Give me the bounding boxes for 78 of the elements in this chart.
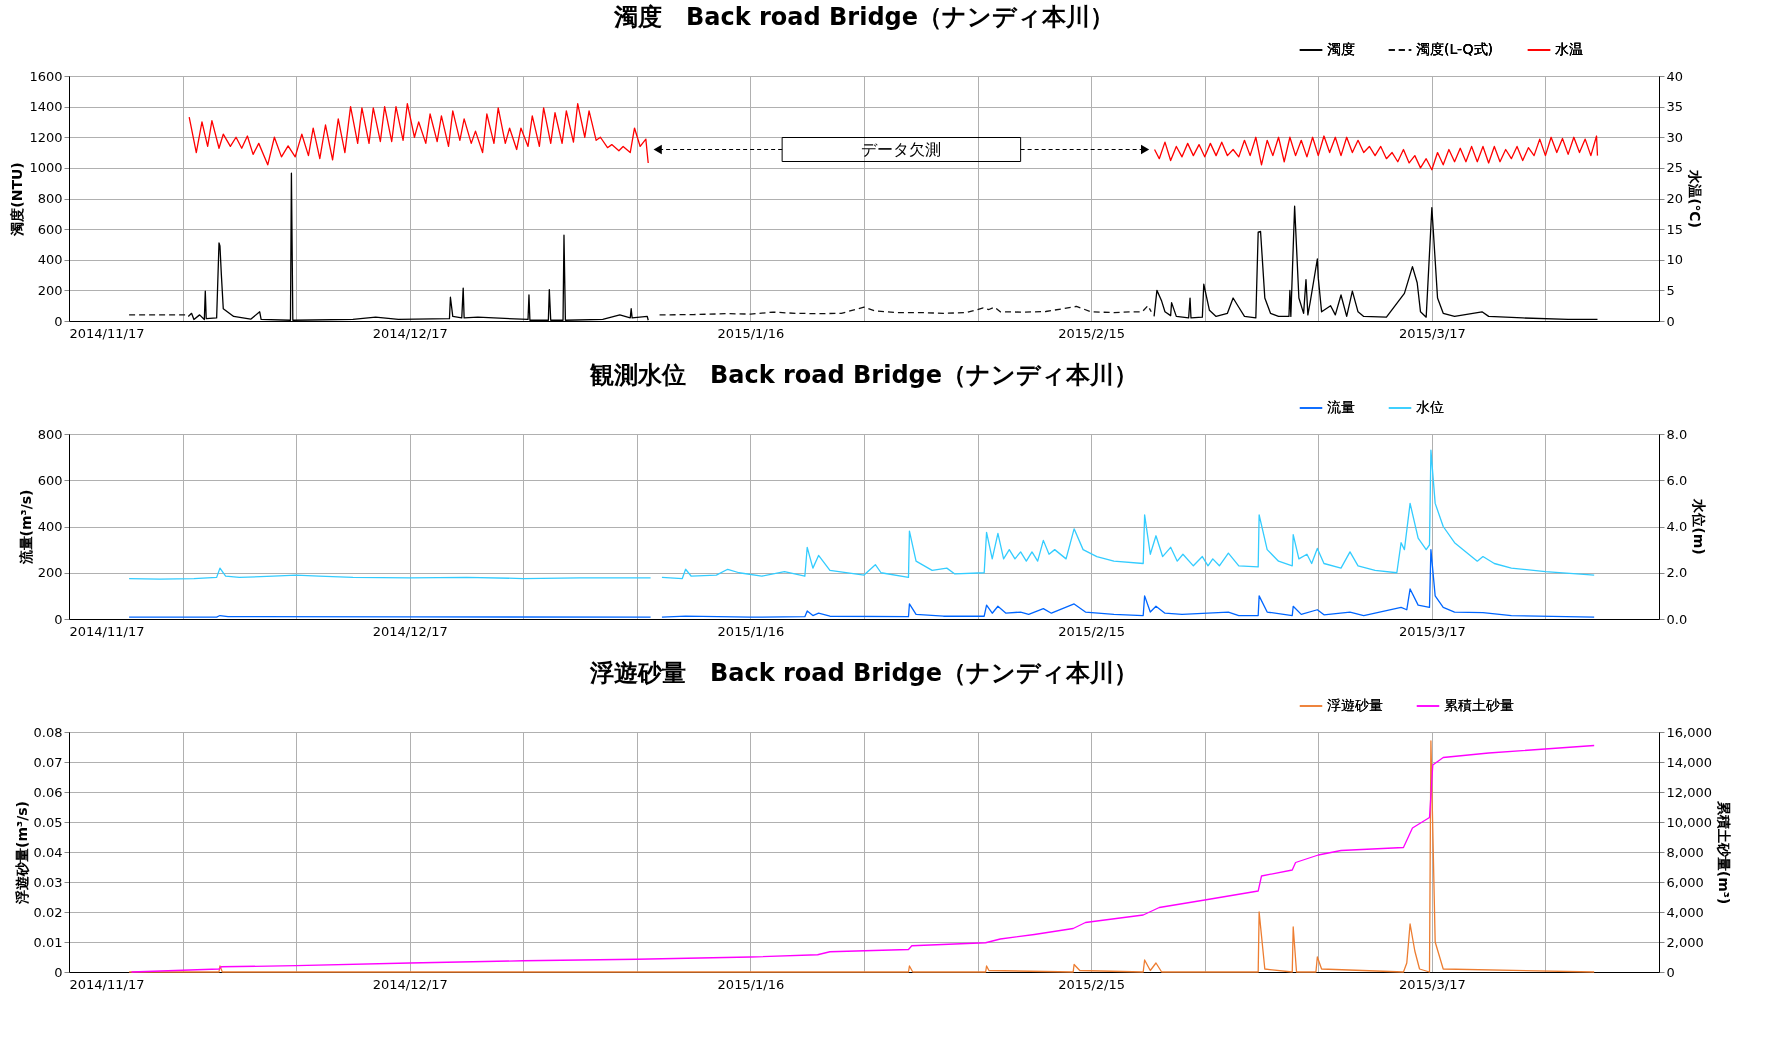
y2-tick-label: 2,000 (1666, 934, 1704, 950)
legend-label: 累積土砂量 (1444, 697, 1514, 713)
y-tick-label: 400 (37, 252, 63, 268)
chart-title: 浮遊砂量 Back road Bridge（ナンディ本川） (588, 659, 1139, 687)
y-tick-label: 0 (54, 611, 63, 627)
legend-label: 水位 (1416, 399, 1444, 415)
y2-axis-title: 水温(℃) (1687, 169, 1704, 228)
y2-tick-label: 14,000 (1666, 754, 1712, 770)
y2-tick-label: 2.0 (1666, 565, 1688, 581)
legend-label: 水温 (1555, 41, 1583, 57)
legend-label: 浮遊砂量 (1327, 697, 1383, 713)
y-tick-label: 1600 (29, 68, 63, 84)
x-tick-label: 2015/3/17 (1399, 976, 1466, 992)
chart-title: 濁度 Back road Bridge（ナンディ本川） (612, 3, 1115, 31)
chart-title: 観測水位 Back road Bridge（ナンディ本川） (588, 361, 1139, 389)
x-tick-label: 2015/2/15 (1058, 623, 1125, 639)
y-axis-title: 濁度(NTU) (9, 162, 26, 237)
y-tick-label: 1400 (29, 99, 63, 115)
y2-tick-label: 10,000 (1666, 814, 1712, 830)
x-tick-label: 2014/12/17 (372, 623, 448, 639)
y2-tick-label: 8.0 (1666, 426, 1688, 442)
y-tick-label: 0 (54, 964, 63, 980)
y-tick-label: 0.08 (33, 724, 63, 740)
y2-tick-label: 15 (1666, 221, 1684, 237)
y-tick-label: 0.06 (33, 784, 63, 800)
y-tick-label: 800 (37, 426, 63, 442)
y2-tick-label: 35 (1666, 99, 1684, 115)
y2-tick-label: 8,000 (1666, 844, 1704, 860)
x-tick-label: 2015/3/17 (1399, 325, 1466, 341)
x-tick-label: 2014/12/17 (372, 976, 448, 992)
y2-tick-label: 12,000 (1666, 784, 1712, 800)
y2-tick-label: 0.0 (1666, 611, 1688, 627)
y2-axis-title: 累積土砂量(m³) (1715, 799, 1732, 905)
y2-tick-label: 0 (1666, 964, 1675, 980)
y-tick-label: 1200 (29, 129, 63, 145)
y2-tick-label: 5 (1666, 282, 1675, 298)
y-tick-label: 0.05 (33, 814, 63, 830)
y-tick-label: 800 (37, 191, 63, 206)
y-axis-title: 流量(m³/s) (17, 489, 34, 566)
legend-label: 流量 (1327, 399, 1355, 415)
y-tick-label: 1000 (29, 160, 63, 176)
y-tick-label: 200 (37, 565, 63, 581)
x-tick-label: 2015/1/16 (717, 325, 785, 341)
x-tick-label: 2015/3/17 (1399, 623, 1466, 639)
y2-tick-label: 4,000 (1666, 904, 1704, 920)
y-tick-label: 600 (37, 472, 63, 488)
y2-tick-label: 30 (1666, 129, 1684, 145)
legend-label: 濁度 (1327, 41, 1355, 57)
y2-tick-label: 6.0 (1666, 472, 1688, 488)
y-tick-label: 0.02 (33, 904, 63, 920)
y2-tick-label: 40 (1666, 68, 1684, 84)
y2-tick-label: 25 (1666, 160, 1684, 176)
x-tick-label: 2014/11/17 (69, 976, 145, 992)
y2-tick-label: 6,000 (1666, 874, 1704, 890)
y2-axis-title: 水位(m) (1691, 498, 1708, 555)
annotation: データ欠測 (861, 139, 942, 159)
y2-tick-label: 20 (1666, 191, 1684, 206)
y-tick-label: 0.03 (33, 874, 63, 890)
x-tick-label: 2014/11/17 (69, 623, 145, 639)
y-tick-label: 0.04 (33, 844, 63, 860)
x-tick-label: 2014/11/17 (69, 325, 145, 341)
x-tick-label: 2015/2/15 (1058, 976, 1125, 992)
x-tick-label: 2015/1/16 (717, 976, 785, 992)
y2-tick-label: 0 (1666, 313, 1675, 329)
y-axis-title: 浮遊砂量(m³/s) (13, 801, 30, 905)
y-tick-label: 0.07 (33, 754, 63, 770)
y2-tick-label: 10 (1666, 252, 1684, 268)
y-tick-label: 200 (37, 282, 63, 298)
y2-tick-label: 16,000 (1666, 724, 1712, 740)
x-tick-label: 2015/1/16 (717, 623, 785, 639)
legend-label: 濁度(L-Q式) (1416, 41, 1494, 57)
y2-tick-label: 4.0 (1666, 519, 1688, 534)
x-tick-label: 2014/12/17 (372, 325, 448, 341)
y-tick-label: 400 (37, 519, 63, 534)
y-tick-label: 600 (37, 221, 63, 237)
y-tick-label: 0 (54, 313, 63, 329)
y-tick-label: 0.01 (33, 934, 63, 950)
x-tick-label: 2015/2/15 (1058, 325, 1125, 341)
